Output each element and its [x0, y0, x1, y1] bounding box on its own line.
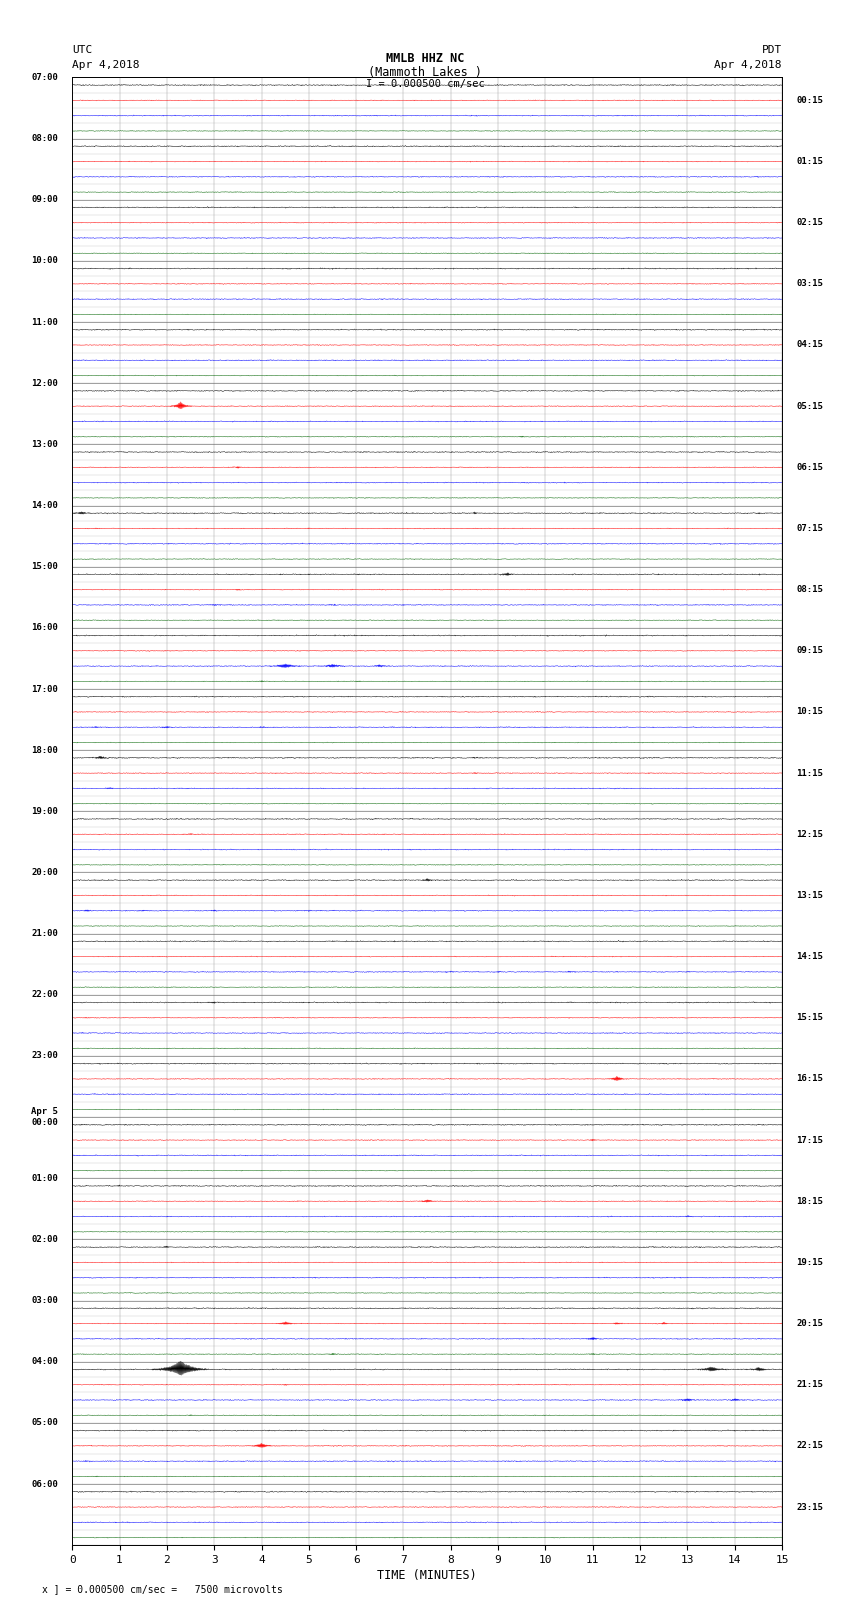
Text: 14:00: 14:00	[31, 502, 58, 510]
Text: 17:15: 17:15	[796, 1136, 823, 1145]
Text: PDT: PDT	[762, 45, 782, 55]
Text: 23:00: 23:00	[31, 1052, 58, 1060]
Text: 03:15: 03:15	[796, 279, 823, 289]
Text: 03:00: 03:00	[31, 1297, 58, 1305]
Text: 08:00: 08:00	[31, 134, 58, 144]
Text: 23:15: 23:15	[796, 1503, 823, 1511]
Text: 12:15: 12:15	[796, 829, 823, 839]
Text: 07:00: 07:00	[31, 73, 58, 82]
Text: 10:15: 10:15	[796, 708, 823, 716]
Text: 18:15: 18:15	[796, 1197, 823, 1207]
Text: 15:00: 15:00	[31, 563, 58, 571]
Text: 11:00: 11:00	[31, 318, 58, 326]
Text: 07:15: 07:15	[796, 524, 823, 532]
Text: 04:00: 04:00	[31, 1357, 58, 1366]
Text: x ] = 0.000500 cm/sec =   7500 microvolts: x ] = 0.000500 cm/sec = 7500 microvolts	[42, 1584, 283, 1594]
Text: 16:15: 16:15	[796, 1074, 823, 1084]
Text: 11:15: 11:15	[796, 769, 823, 777]
Text: 06:15: 06:15	[796, 463, 823, 473]
Text: 13:00: 13:00	[31, 440, 58, 448]
Text: 05:15: 05:15	[796, 402, 823, 411]
Text: 19:00: 19:00	[31, 806, 58, 816]
X-axis label: TIME (MINUTES): TIME (MINUTES)	[377, 1569, 477, 1582]
Text: 06:00: 06:00	[31, 1479, 58, 1489]
Text: 17:00: 17:00	[31, 684, 58, 694]
Text: 02:00: 02:00	[31, 1236, 58, 1244]
Text: MMLB HHZ NC: MMLB HHZ NC	[386, 52, 464, 65]
Text: 19:15: 19:15	[796, 1258, 823, 1266]
Text: 00:15: 00:15	[796, 95, 823, 105]
Text: 09:00: 09:00	[31, 195, 58, 205]
Text: 13:15: 13:15	[796, 890, 823, 900]
Text: I = 0.000500 cm/sec: I = 0.000500 cm/sec	[366, 79, 484, 89]
Text: 02:15: 02:15	[796, 218, 823, 227]
Text: 05:00: 05:00	[31, 1418, 58, 1428]
Text: 01:00: 01:00	[31, 1174, 58, 1182]
Text: 15:15: 15:15	[796, 1013, 823, 1023]
Text: 16:00: 16:00	[31, 623, 58, 632]
Text: 10:00: 10:00	[31, 256, 58, 266]
Text: 21:00: 21:00	[31, 929, 58, 939]
Text: (Mammoth Lakes ): (Mammoth Lakes )	[368, 66, 482, 79]
Text: Apr 5
00:00: Apr 5 00:00	[31, 1108, 58, 1127]
Text: Apr 4,2018: Apr 4,2018	[715, 60, 782, 69]
Text: 01:15: 01:15	[796, 156, 823, 166]
Text: 20:00: 20:00	[31, 868, 58, 877]
Text: 08:15: 08:15	[796, 586, 823, 594]
Text: 09:15: 09:15	[796, 647, 823, 655]
Text: 22:15: 22:15	[796, 1442, 823, 1450]
Text: 22:00: 22:00	[31, 990, 58, 1000]
Text: 18:00: 18:00	[31, 745, 58, 755]
Text: UTC: UTC	[72, 45, 93, 55]
Text: 14:15: 14:15	[796, 952, 823, 961]
Text: 21:15: 21:15	[796, 1381, 823, 1389]
Text: Apr 4,2018: Apr 4,2018	[72, 60, 139, 69]
Text: 20:15: 20:15	[796, 1319, 823, 1327]
Text: 04:15: 04:15	[796, 340, 823, 350]
Text: 12:00: 12:00	[31, 379, 58, 387]
